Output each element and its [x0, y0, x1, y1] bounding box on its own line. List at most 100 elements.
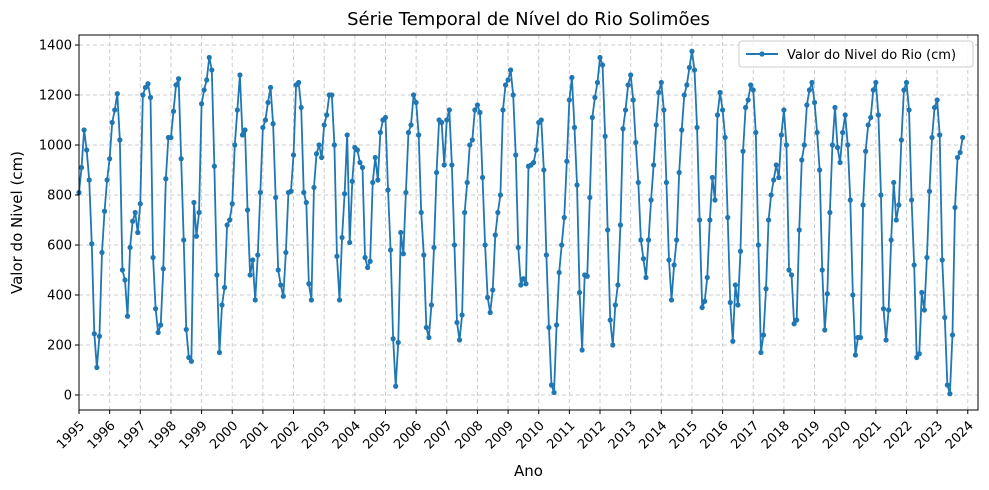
data-point — [385, 187, 391, 193]
data-point — [630, 97, 636, 103]
data-point — [863, 148, 869, 154]
data-point — [763, 286, 769, 292]
data-point — [653, 122, 659, 128]
data-point — [344, 132, 350, 138]
data-point — [375, 177, 381, 183]
data-point — [541, 167, 547, 173]
y-tick-label: 0 — [64, 389, 72, 404]
data-point — [543, 252, 549, 258]
data-point — [786, 267, 792, 273]
data-point — [834, 144, 841, 151]
data-point — [883, 337, 889, 343]
data-point — [316, 142, 322, 148]
data-point — [868, 114, 874, 121]
data-point — [183, 326, 189, 333]
data-point — [510, 92, 516, 98]
data-point — [155, 329, 161, 336]
data-point — [926, 188, 933, 194]
data-point — [196, 209, 202, 216]
x-axis-title: Ano — [514, 462, 543, 480]
data-point — [602, 133, 608, 139]
data-point — [668, 297, 675, 303]
data-point — [686, 64, 693, 71]
data-point — [886, 307, 892, 313]
data-point — [916, 351, 922, 357]
data-point — [485, 294, 491, 301]
data-point — [635, 179, 641, 186]
data-point — [153, 306, 159, 312]
data-point — [873, 79, 879, 86]
data-point — [472, 107, 478, 113]
data-point — [242, 127, 248, 133]
data-point — [954, 154, 961, 161]
data-point — [745, 97, 751, 103]
data-point — [638, 237, 644, 243]
data-point — [239, 132, 246, 138]
data-point — [622, 107, 629, 113]
data-point — [758, 349, 764, 356]
data-point — [911, 262, 917, 268]
data-point — [730, 338, 736, 344]
data-point — [735, 302, 741, 308]
chart-title: Série Temporal de Nível do Rio Solimões — [347, 9, 710, 30]
data-point — [426, 334, 432, 341]
data-point — [193, 233, 200, 239]
legend-box — [738, 40, 974, 68]
data-point — [446, 107, 452, 113]
data-point — [952, 204, 958, 211]
data-point — [321, 122, 327, 128]
data-point — [607, 317, 613, 323]
data-point — [112, 107, 118, 113]
data-point — [551, 389, 557, 396]
y-tick-label: 200 — [47, 339, 72, 354]
data-point — [765, 217, 772, 223]
data-point — [400, 251, 406, 257]
data-point — [449, 162, 455, 168]
data-point — [260, 124, 266, 131]
y-tick-label: 1400 — [39, 39, 72, 54]
data-point — [339, 234, 345, 241]
data-point — [490, 287, 496, 293]
data-point — [612, 302, 618, 308]
data-point — [421, 252, 427, 258]
data-point — [441, 162, 447, 168]
data-point — [418, 209, 424, 216]
data-point — [944, 382, 950, 388]
data-point — [878, 192, 884, 198]
data-point — [288, 188, 294, 194]
data-point — [571, 124, 578, 131]
data-point — [359, 164, 366, 171]
series-layer — [76, 48, 966, 397]
data-point — [319, 154, 325, 161]
data-point — [847, 197, 853, 203]
data-point — [937, 132, 943, 138]
data-point — [101, 208, 108, 214]
data-point — [806, 87, 813, 93]
data-point — [301, 189, 307, 196]
data-point — [84, 147, 90, 153]
data-point — [331, 142, 337, 148]
data-point — [929, 134, 935, 141]
data-point — [645, 237, 652, 243]
data-point — [173, 82, 179, 88]
data-point — [679, 127, 685, 133]
data-point — [188, 358, 194, 364]
data-point — [714, 112, 721, 118]
data-point — [628, 72, 634, 78]
data-point — [742, 104, 749, 111]
data-point — [372, 154, 378, 161]
data-point — [921, 307, 927, 313]
data-point — [515, 244, 521, 251]
data-point — [615, 282, 621, 288]
data-point — [186, 354, 192, 361]
data-point — [880, 306, 887, 312]
data-point — [771, 177, 777, 183]
data-point — [211, 163, 217, 169]
data-point — [684, 82, 690, 88]
data-point — [799, 157, 805, 163]
data-point — [492, 232, 498, 238]
data-point — [671, 262, 677, 268]
data-point — [934, 97, 940, 103]
data-point — [150, 254, 156, 261]
data-point — [214, 272, 220, 278]
